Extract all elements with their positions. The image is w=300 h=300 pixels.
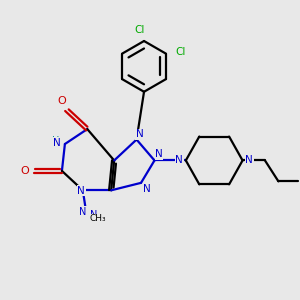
Text: N: N [79,207,86,217]
Text: N: N [155,149,163,160]
Text: O: O [21,166,30,176]
Text: Cl: Cl [176,47,186,57]
Text: N: N [136,129,143,139]
Text: N: N [90,210,97,220]
Text: H: H [52,136,59,146]
Text: N: N [176,155,183,166]
Text: CH₃: CH₃ [89,214,106,223]
Text: N: N [77,186,85,196]
Text: Cl: Cl [134,25,145,35]
Text: N: N [245,155,253,166]
Text: O: O [58,96,66,106]
Text: N: N [53,137,60,148]
Text: N: N [142,184,150,194]
